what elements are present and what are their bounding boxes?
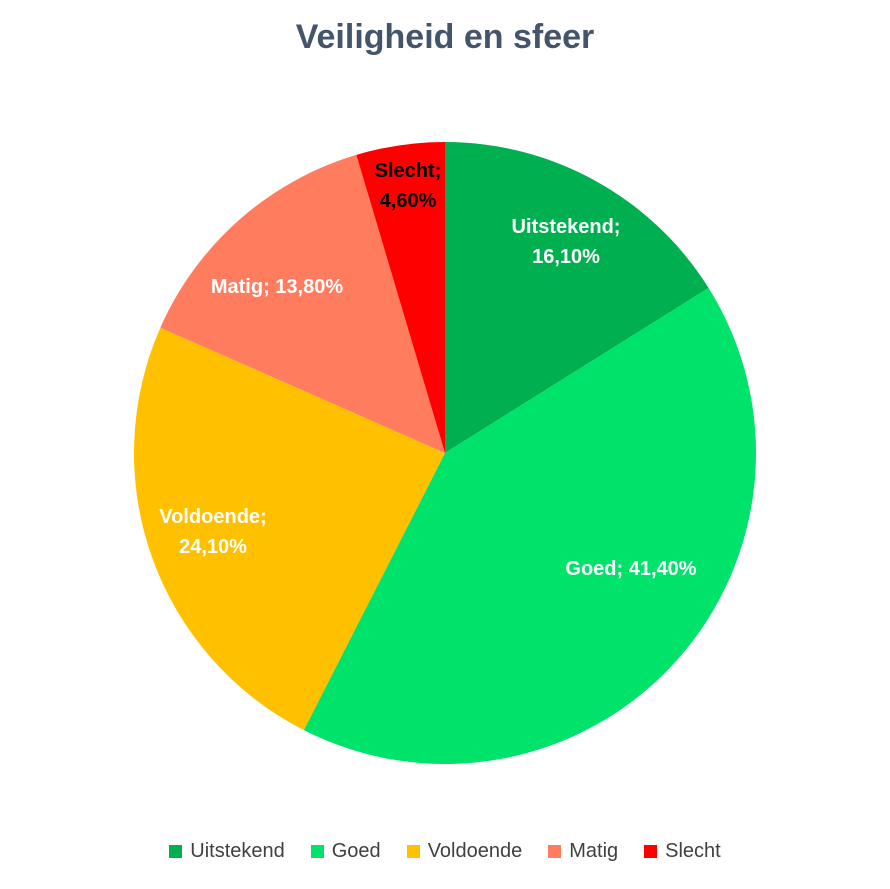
pie-slice-voldoende — [133, 327, 445, 731]
pie-slice-slecht — [356, 142, 445, 453]
slice-label-matig: Matig; 13,80% — [211, 276, 343, 298]
pie-slice-matig — [160, 154, 446, 453]
legend-swatch-uitstekend — [169, 845, 183, 858]
legend-item-matig: Matig — [548, 840, 618, 863]
legend-label-uitstekend: Uitstekend — [190, 840, 285, 862]
slice-label-uitstekend: Uitstekend; 16,10% — [512, 216, 621, 268]
legend-item-uitstekend: Uitstekend — [169, 840, 285, 863]
legend-item-voldoende: Voldoende — [406, 840, 523, 863]
legend-swatch-goed — [310, 845, 324, 858]
slice-label-voldoende: Voldoende; 24,10% — [159, 506, 266, 558]
legend-swatch-slecht — [644, 845, 658, 858]
legend-swatch-voldoende — [406, 845, 420, 858]
slice-label-slecht: Slecht; 4,60% — [375, 160, 442, 212]
chart-legend: Uitstekend Goed Voldoende Matig Slecht — [0, 840, 890, 863]
chart-title: Veiligheid en sfeer — [295, 18, 595, 56]
slice-labels: Uitstekend; 16,10% Goed; 41,40% Voldoende; 2… — [159, 160, 696, 580]
legend-label-matig: Matig — [569, 840, 619, 862]
legend-item-goed: Goed — [310, 840, 381, 863]
slice-label-goed: Goed; 41,40% — [565, 558, 696, 580]
legend-swatch-matig — [548, 845, 562, 858]
pie-slice-goed — [303, 288, 756, 764]
legend-item-slecht: Slecht — [644, 840, 721, 863]
pie-slices — [133, 142, 756, 764]
legend-label-voldoende: Voldoende — [427, 840, 523, 862]
legend-label-slecht: Slecht — [665, 840, 721, 862]
pie-slice-uitstekend — [445, 142, 709, 453]
legend-label-goed: Goed — [331, 840, 381, 862]
